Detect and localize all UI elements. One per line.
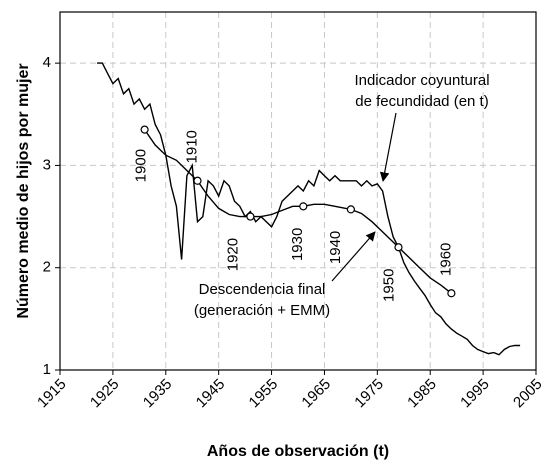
marker-label: 1950	[380, 269, 397, 302]
marker-label: 1940	[327, 231, 344, 264]
x-tick-label: 1945	[193, 376, 229, 412]
marker-label: 1960	[437, 243, 454, 276]
marker	[246, 212, 255, 221]
arrow	[331, 231, 376, 282]
marker-label: 1900	[133, 149, 150, 182]
x-axis-label: Años de observación (t)	[207, 443, 389, 460]
x-tick-label: 1955	[246, 376, 282, 412]
marker	[346, 205, 355, 214]
x-tick-label: 1925	[87, 376, 123, 412]
marker	[299, 202, 308, 211]
x-tick-label: 1965	[298, 376, 334, 412]
annotation: Indicador coyuntural	[354, 72, 489, 89]
x-tick-label: 1995	[457, 376, 493, 412]
annotation: de fecundidad (en t)	[355, 93, 488, 110]
marker-label: 1930	[289, 228, 306, 261]
x-tick-label: 2005	[510, 376, 546, 412]
marker	[193, 176, 202, 185]
arrow	[379, 112, 397, 182]
y-tick-label: 4	[43, 54, 51, 71]
y-tick-label: 2	[43, 259, 51, 276]
annotation: (generación + EMM)	[194, 302, 330, 319]
annotation: Descendencia final	[199, 281, 326, 298]
line	[144, 129, 452, 294]
x-tick-label: 1985	[404, 376, 440, 412]
marker	[447, 289, 456, 298]
y-axis-label: Número medio de hijos por mujer	[15, 63, 32, 318]
x-tick-label: 1915	[34, 376, 70, 412]
marker-label: 1920	[224, 238, 241, 271]
y-tick-label: 3	[43, 156, 51, 173]
plot-frame	[59, 11, 537, 371]
marker	[140, 125, 149, 134]
line	[97, 62, 521, 356]
y-tick-label: 1	[43, 361, 51, 378]
x-tick-label: 1935	[140, 376, 176, 412]
marker	[394, 243, 403, 252]
marker-label: 1910	[183, 130, 200, 163]
x-tick-label: 1975	[351, 376, 387, 412]
